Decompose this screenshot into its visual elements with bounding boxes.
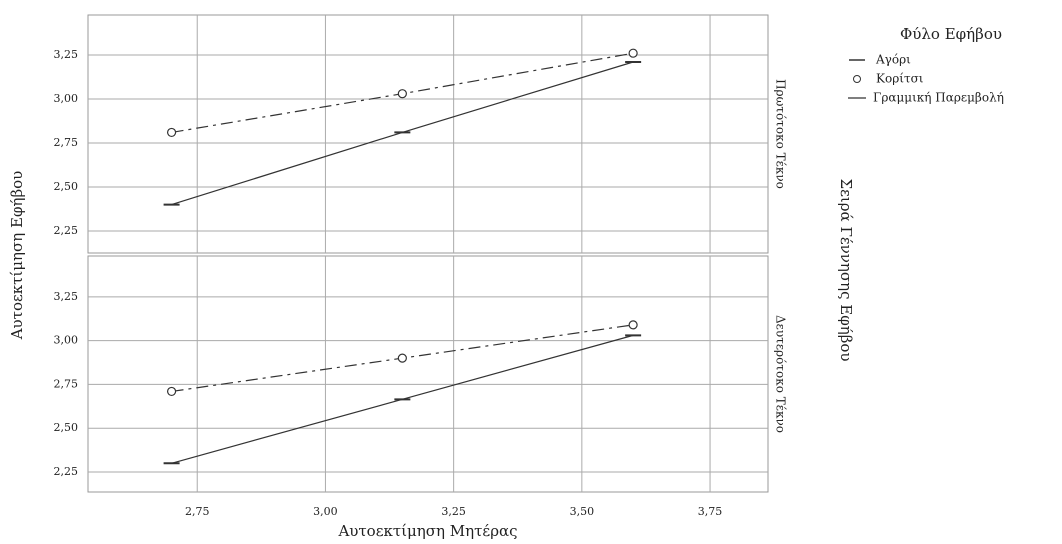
point <box>397 89 407 99</box>
y-tick-label: 2,50 <box>54 180 79 193</box>
x-tick-label: 3,50 <box>570 505 595 518</box>
x-tick-label: 2,75 <box>185 505 210 518</box>
point <box>397 353 407 363</box>
panel <box>87 14 769 254</box>
legend-label: Κορίτσι <box>876 72 924 86</box>
panel-label: Πρωτότοκο Τέκνο <box>774 79 788 189</box>
legend-swatch <box>853 75 861 83</box>
y-tick-label: 2,75 <box>54 377 79 390</box>
y-tick-label: 3,00 <box>54 334 79 347</box>
x-tick-label: 3,75 <box>698 505 723 518</box>
point <box>166 386 177 397</box>
y-axis-label: Αυτοεκτίμηση Εφήβου <box>8 171 26 341</box>
legend-title: Φύλο Εφήβου <box>900 25 1002 43</box>
panel-label: Δευτερότοκο Τέκνο <box>774 315 788 433</box>
legend-label: Γραμμική Παρεμβολή <box>873 91 1004 105</box>
legend-label: Αγόρι <box>875 53 911 67</box>
y-tick-label: 3,00 <box>54 92 79 105</box>
y-tick-label: 2,50 <box>54 421 79 434</box>
point <box>166 127 177 138</box>
y-tick-label: 2,25 <box>54 224 79 237</box>
x-axis-label: Αυτοεκτίμηση Μητέρας <box>337 522 517 540</box>
facet-title: Σειρά Γέννησης Εφήβου <box>837 178 855 361</box>
point <box>628 320 638 330</box>
x-tick-label: 3,25 <box>441 505 466 518</box>
panel <box>87 255 769 493</box>
y-tick-label: 2,75 <box>54 136 79 149</box>
point <box>628 48 638 58</box>
y-tick-label: 3,25 <box>54 290 79 303</box>
x-tick-label: 3,00 <box>313 505 338 518</box>
y-tick-label: 2,25 <box>54 465 79 478</box>
y-tick-label: 3,25 <box>54 48 79 61</box>
